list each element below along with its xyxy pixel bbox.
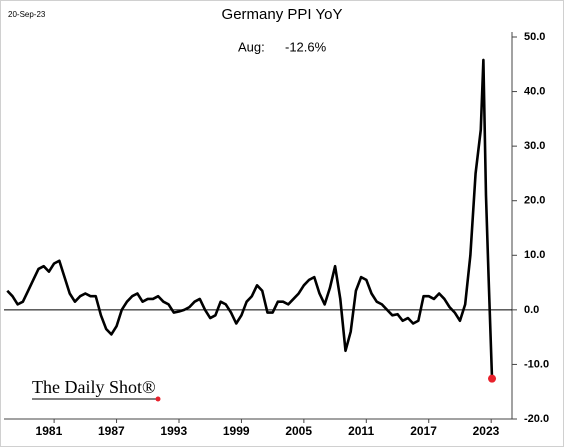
annotation-label: Aug:: [238, 39, 265, 54]
y-tick-label: 50.0: [524, 31, 545, 43]
y-tick-label: 40.0: [524, 85, 545, 97]
y-tick-label: -20.0: [524, 413, 549, 425]
x-tick-label: 1981: [36, 424, 63, 438]
watermark: The Daily Shot®: [32, 377, 156, 397]
y-tick-label: 10.0: [524, 249, 545, 261]
x-tick-label: 1993: [160, 424, 187, 438]
date-stamp: 20-Sep-23: [8, 10, 46, 19]
x-tick-label: 2017: [410, 424, 437, 438]
data-line: [6, 58, 494, 379]
x-tick-label: 1987: [98, 424, 125, 438]
x-tick-label: 1999: [223, 424, 250, 438]
watermark-dot: [155, 396, 161, 402]
chart-title: Germany PPI YoY: [222, 6, 343, 23]
x-tick-label: 2011: [348, 424, 374, 438]
y-tick-label: 30.0: [524, 140, 545, 152]
y-tick-label: 20.0: [524, 195, 545, 207]
x-tick-label: 2023: [473, 424, 500, 438]
y-tick-label: 0.0: [524, 304, 539, 316]
last-point: [488, 374, 497, 383]
x-tick-label: 2005: [285, 424, 312, 438]
y-tick-label: -10.0: [524, 358, 549, 370]
annotation-value: -12.6%: [285, 39, 327, 54]
